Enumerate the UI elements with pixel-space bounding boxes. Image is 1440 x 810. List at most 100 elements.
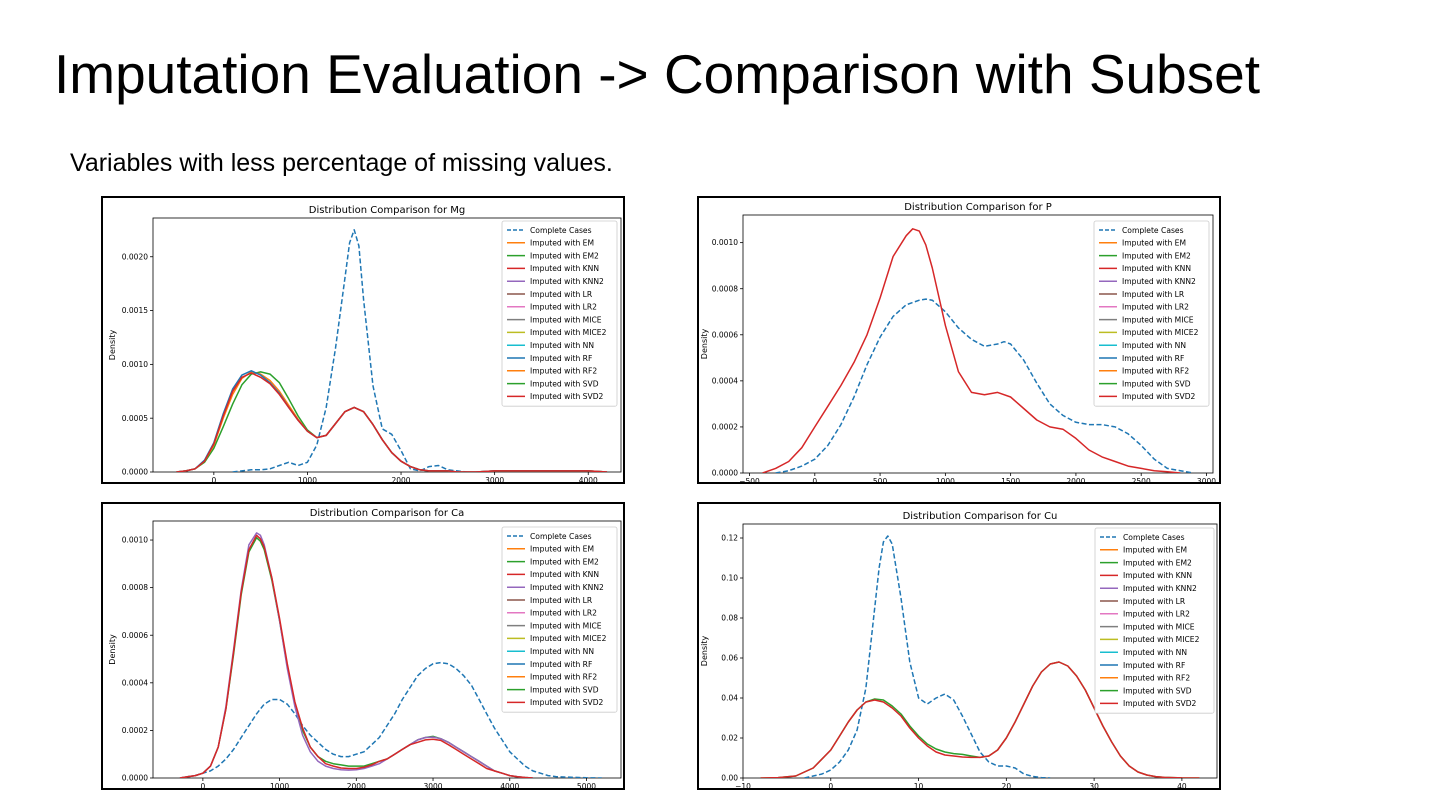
y-tick-label: 0.06 (721, 654, 738, 663)
plot-area (742, 523, 1218, 779)
x-tick-label: 2000 (347, 782, 366, 788)
x-tick-label: 4000 (500, 782, 519, 788)
y-tick-label: 0.00 (721, 774, 738, 783)
legend-label-imputed-with-rf2: Imputed with RF2 (1122, 367, 1189, 376)
x-tick-label: 1000 (936, 477, 955, 482)
y-tick-label: 0.0004 (122, 678, 148, 687)
legend-label-imputed-with-em: Imputed with EM (530, 545, 594, 554)
x-tick-label: 500 (873, 477, 888, 482)
x-tick-label: 1000 (270, 782, 289, 788)
x-tick-label: 0 (200, 782, 205, 788)
legend-label-imputed-with-em2: Imputed with EM2 (1122, 251, 1191, 260)
legend-label-imputed-with-nn: Imputed with NN (1123, 648, 1187, 657)
legend-label-imputed-with-mice: Imputed with MICE (530, 315, 602, 324)
y-tick-label: 0.0004 (712, 376, 738, 385)
legend-label-imputed-with-lr: Imputed with LR (1123, 597, 1186, 606)
legend: Complete Cases Imputed with EM Imputed wit… (501, 220, 618, 407)
y-tick-label: 0.0002 (122, 726, 148, 735)
chart-title: Distribution Comparison for Mg (309, 205, 465, 216)
legend-box (501, 220, 618, 407)
legend-label-imputed-with-nn: Imputed with NN (530, 341, 594, 350)
plot-area (152, 520, 622, 779)
y-tick-label: 0.08 (721, 614, 738, 623)
y-axis-label: Density (108, 330, 117, 361)
x-tick-label: 20 (1002, 782, 1012, 788)
x-tick-label: 2000 (391, 476, 410, 482)
legend-label-imputed-with-lr: Imputed with LR (1122, 290, 1185, 299)
y-tick-label: 0.04 (721, 694, 738, 703)
series-line-imputed-with-svd2 (179, 534, 533, 778)
legend-label-imputed-with-rf2: Imputed with RF2 (530, 367, 597, 376)
slide-title: Imputation Evaluation -> Comparison with… (54, 43, 1261, 105)
series-group (760, 535, 1200, 778)
y-tick-label: 0.0000 (122, 774, 148, 783)
series-group (176, 229, 608, 472)
y-tick-label: 0.0006 (712, 330, 738, 339)
x-tick-label: 1500 (1001, 477, 1020, 482)
y-tick-label: 0.0015 (122, 306, 148, 315)
series-line-complete-cases (179, 661, 602, 778)
legend-label-imputed-with-em: Imputed with EM (1122, 239, 1186, 248)
series-line-complete-cases (804, 535, 1051, 778)
chart-title: Distribution Comparison for Cu (903, 511, 1058, 522)
plot-area (152, 217, 622, 473)
y-tick-label: 0.0008 (122, 583, 148, 592)
legend-label-imputed-with-lr: Imputed with LR (530, 596, 593, 605)
legend-label-imputed-with-knn2: Imputed with KNN2 (530, 583, 604, 592)
x-tick-label: 5000 (577, 782, 596, 788)
legend-label-imputed-with-svd2: Imputed with SVD2 (1123, 699, 1197, 708)
x-tick-label: 1000 (298, 476, 317, 482)
y-tick-label: 0.0005 (122, 414, 148, 423)
legend-label-complete-cases: Complete Cases (530, 226, 592, 235)
y-tick-label: 0.10 (721, 574, 738, 583)
y-tick-label: 0.12 (721, 534, 738, 543)
legend-label-imputed-with-svd2: Imputed with SVD2 (1122, 392, 1196, 401)
legend-label-imputed-with-knn: Imputed with KNN (530, 570, 599, 579)
y-tick-label: 0.0002 (712, 423, 738, 432)
legend-label-imputed-with-knn2: Imputed with KNN2 (1123, 584, 1197, 593)
series-line-complete-cases (775, 298, 1194, 473)
legend-label-imputed-with-knn2: Imputed with KNN2 (530, 277, 604, 286)
legend-label-imputed-with-knn2: Imputed with KNN2 (1122, 277, 1196, 286)
legend-label-imputed-with-svd: Imputed with SVD (1123, 686, 1192, 695)
slide-subtitle: Variables with less percentage of missin… (70, 149, 613, 177)
legend-label-imputed-with-mice: Imputed with MICE (530, 621, 602, 630)
legend-label-imputed-with-svd: Imputed with SVD (530, 379, 599, 388)
legend-label-imputed-with-nn: Imputed with NN (1122, 341, 1186, 350)
y-tick-label: 0.0020 (122, 252, 148, 261)
series-line-imputed-with-svd2 (760, 661, 1200, 778)
x-tick-label: 10 (914, 782, 924, 788)
legend-label-imputed-with-lr2: Imputed with LR2 (1123, 610, 1190, 619)
legend-box (1094, 527, 1215, 714)
legend-label-imputed-with-em2: Imputed with EM2 (1123, 558, 1192, 567)
x-tick-label: 3000 (485, 476, 504, 482)
legend: Complete Cases Imputed with EM Imputed wit… (1094, 527, 1215, 714)
legend-label-imputed-with-svd2: Imputed with SVD2 (530, 392, 604, 401)
x-tick-label: 0 (812, 477, 817, 482)
legend-label-imputed-with-rf: Imputed with RF (1122, 354, 1184, 363)
y-axis-label: Density (108, 634, 117, 665)
legend-label-imputed-with-em: Imputed with EM (530, 239, 594, 248)
chart-panel-mg: Distribution Comparison for Mg Density 0 10… (101, 196, 625, 484)
legend-label-imputed-with-rf: Imputed with RF (530, 660, 592, 669)
x-tick-label: 4000 (579, 476, 598, 482)
x-tick-label: 0 (828, 782, 833, 788)
legend: Complete Cases Imputed with EM Imputed wit… (1093, 220, 1210, 407)
y-tick-label: 0.0010 (122, 536, 148, 545)
y-tick-label: 0.0000 (122, 468, 148, 477)
series-line-imputed-with-svd2 (176, 372, 608, 472)
x-tick-label: 0 (211, 476, 216, 482)
legend-label-complete-cases: Complete Cases (530, 532, 592, 541)
y-tick-label: 0.0008 (712, 284, 738, 293)
legend-label-complete-cases: Complete Cases (1123, 533, 1185, 542)
legend-label-imputed-with-svd: Imputed with SVD (530, 685, 599, 694)
y-tick-label: 0.0000 (712, 469, 738, 478)
chart-panel-p: Distribution Comparison for P Density −500… (697, 196, 1221, 484)
legend-label-imputed-with-em: Imputed with EM (1123, 546, 1187, 555)
x-tick-label: −10 (735, 782, 751, 788)
legend-label-imputed-with-mice: Imputed with MICE (1122, 315, 1194, 324)
y-tick-label: 0.02 (721, 734, 738, 743)
legend-label-imputed-with-rf2: Imputed with RF2 (530, 673, 597, 682)
legend-label-imputed-with-rf: Imputed with RF (1123, 661, 1185, 670)
chart-mg: Distribution Comparison for Mg Density 0 10… (108, 205, 622, 482)
